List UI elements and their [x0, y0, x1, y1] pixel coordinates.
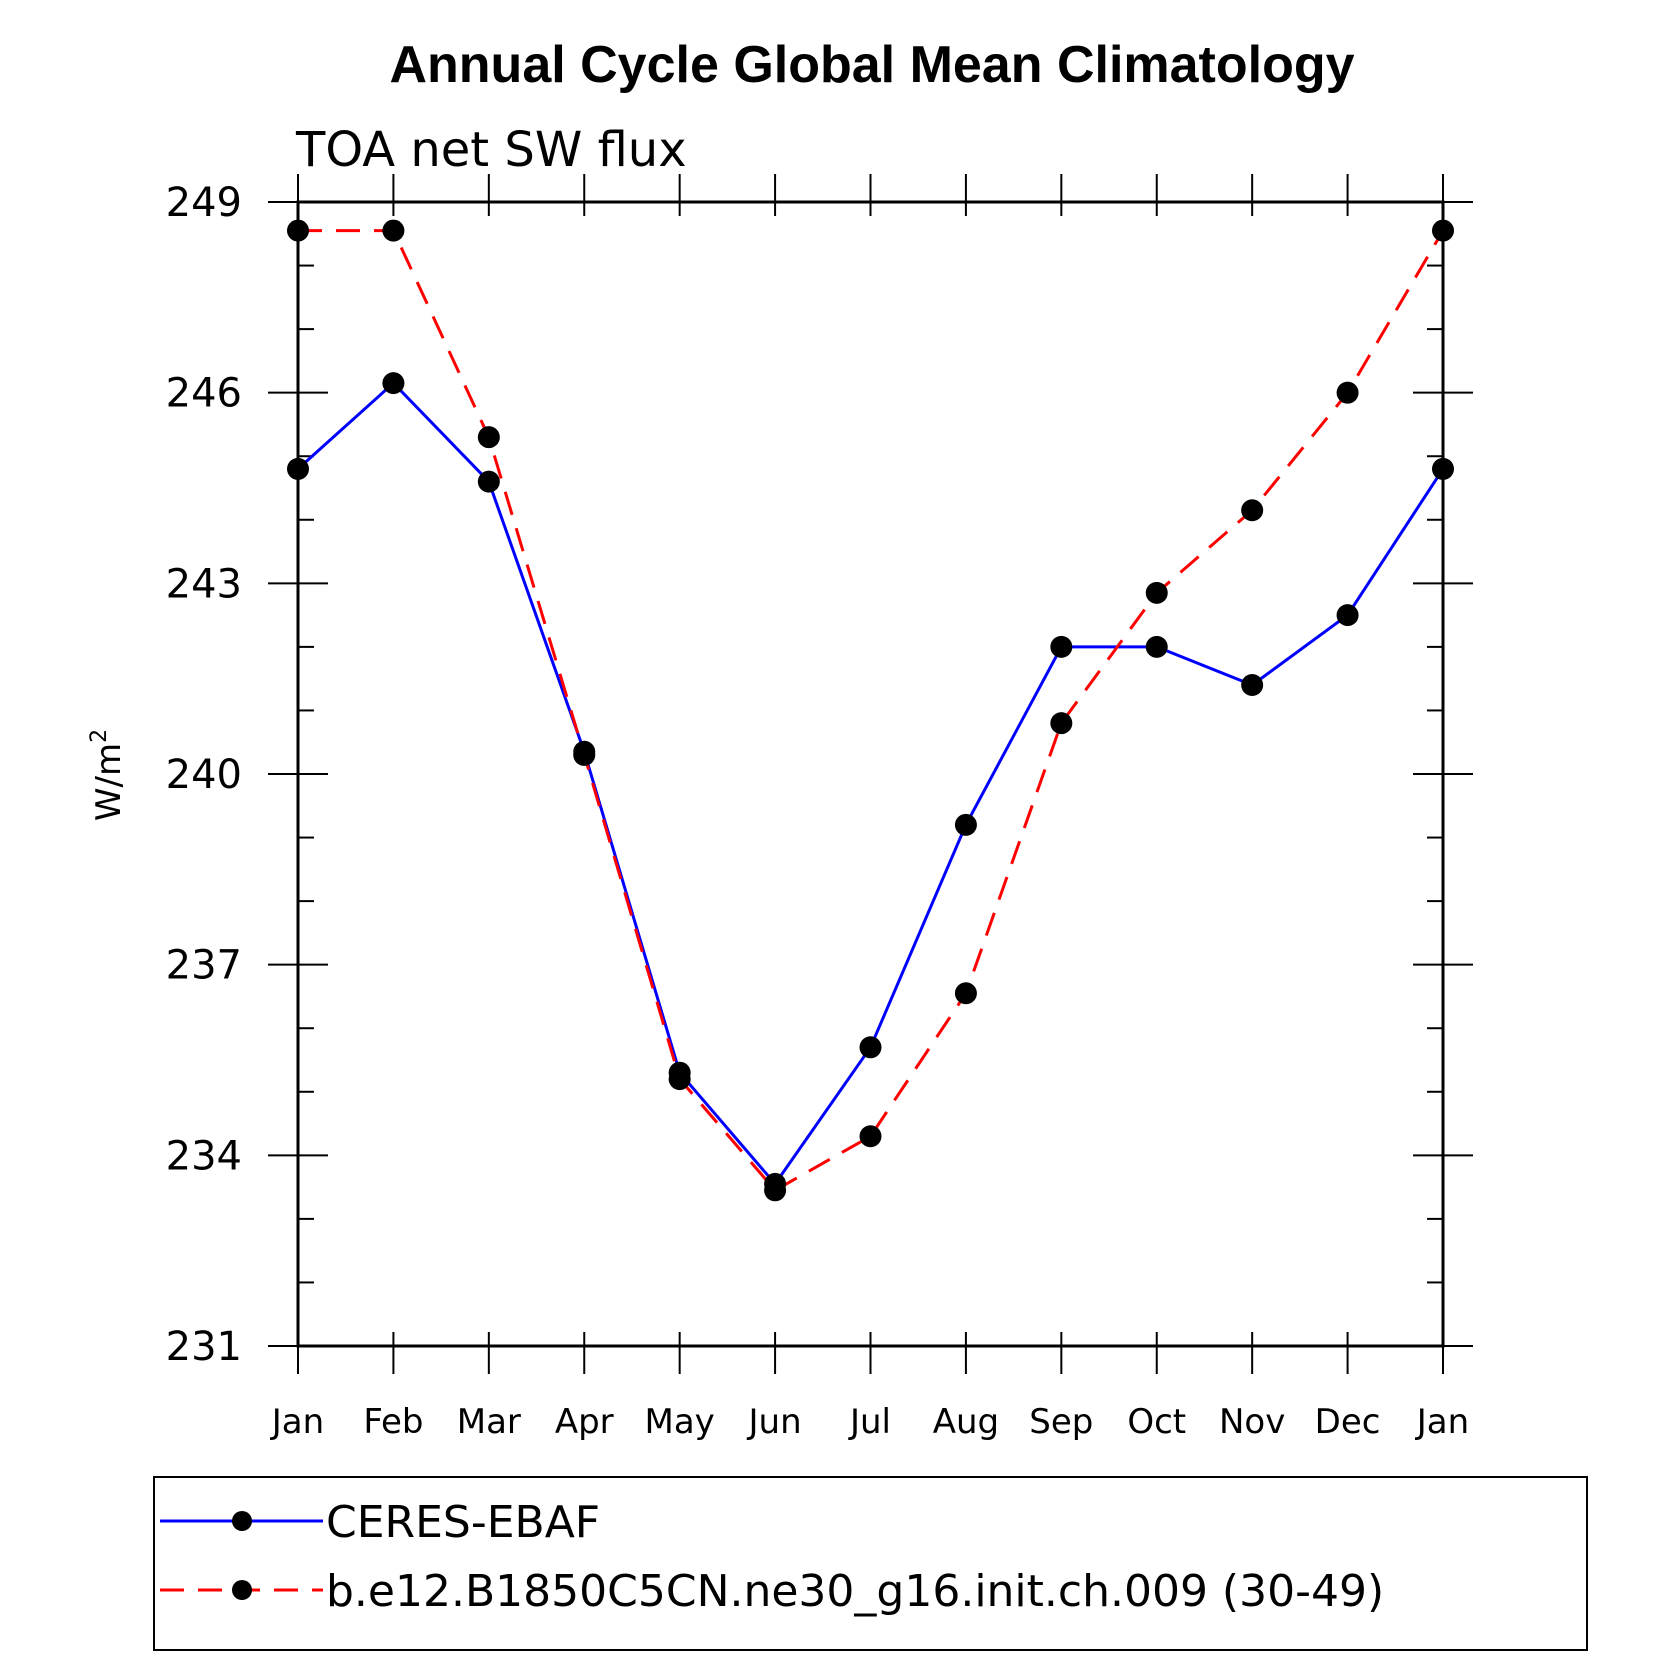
y-axis-label-superscript: 2 [87, 729, 112, 743]
x-tick-labels: Jan Feb Mar Apr May Jun Jul Aug Sep Oct Nov Dec Jan [270, 1402, 1469, 1442]
series-0-point [1145, 635, 1168, 658]
x-tick-label: Jun [747, 1402, 802, 1442]
series-1-point [1050, 712, 1073, 735]
legend-marker-ceres-ebaf [232, 1511, 252, 1531]
y-tick-labels: 231 234 237 240 243 246 249 [166, 180, 242, 1370]
y-tick-label: 237 [166, 943, 242, 989]
x-tick-label: Feb [363, 1402, 423, 1442]
series-0-point [1241, 674, 1264, 697]
y-tick-label: 231 [166, 1324, 242, 1370]
series-0-point [287, 457, 309, 480]
series-1-point [1145, 581, 1168, 604]
y-tick-label: 246 [166, 371, 242, 417]
legend-label-ceres-ebaf: CERES-EBAF [326, 1497, 600, 1548]
y-axis-label: W/m2 [87, 729, 129, 821]
series-0-point [1050, 635, 1073, 658]
series-1-point [477, 426, 500, 449]
y-axis-label-text: W/m [89, 743, 129, 821]
x-tick-label: Jan [1415, 1402, 1469, 1442]
x-tick-label: Mar [457, 1402, 521, 1442]
x-tick-label: Aug [933, 1402, 999, 1442]
legend-box [153, 1476, 1588, 1651]
y-tick-label: 234 [166, 1133, 242, 1179]
series-1-point [764, 1179, 787, 1202]
chart-title: Annual Cycle Global Mean Climatology [389, 36, 1354, 94]
x-tick-label: Nov [1219, 1402, 1285, 1442]
series-1-point [1432, 219, 1454, 242]
series-1-point [1336, 381, 1359, 404]
series-0-point [1336, 604, 1359, 627]
svg-text:W/m2: W/m2 [87, 729, 129, 821]
series-0-point [382, 372, 405, 395]
series-1-point [1241, 499, 1264, 522]
series-0-point [954, 813, 977, 836]
x-tick-label: Dec [1315, 1402, 1381, 1442]
series-0-point [477, 470, 500, 493]
series-1-point [382, 219, 405, 242]
legend: CERES-EBAF b.e12.B1850C5CN.ne30_g16.init… [153, 1476, 1588, 1651]
x-tick-label: Jan [270, 1402, 324, 1442]
y-tick-label: 240 [166, 752, 242, 798]
legend-label-model: b.e12.B1850C5CN.ne30_g16.init.ch.009 (30… [326, 1566, 1384, 1617]
x-tick-label: Apr [555, 1402, 614, 1442]
series-1-point [954, 982, 977, 1005]
y-tick-label: 249 [166, 180, 242, 226]
series-1-point [859, 1125, 882, 1148]
series-markers [287, 219, 1454, 1202]
series-0-point [1432, 457, 1454, 480]
series-line-0 [296, 381, 1445, 1187]
series-1-point [573, 743, 596, 766]
series-1-point [668, 1068, 691, 1091]
x-tick-label: Jul [848, 1402, 891, 1442]
x-tick-label: May [645, 1402, 715, 1442]
chart-subtitle: TOA net SW flux [295, 122, 687, 178]
plot-frame [296, 200, 1445, 1348]
x-tick-label: Sep [1029, 1402, 1093, 1442]
series-0-point [859, 1036, 882, 1059]
series-1-point [287, 219, 309, 242]
legend-marker-model [232, 1580, 252, 1600]
x-tick-label: Oct [1127, 1402, 1186, 1442]
y-tick-label: 243 [166, 561, 242, 607]
